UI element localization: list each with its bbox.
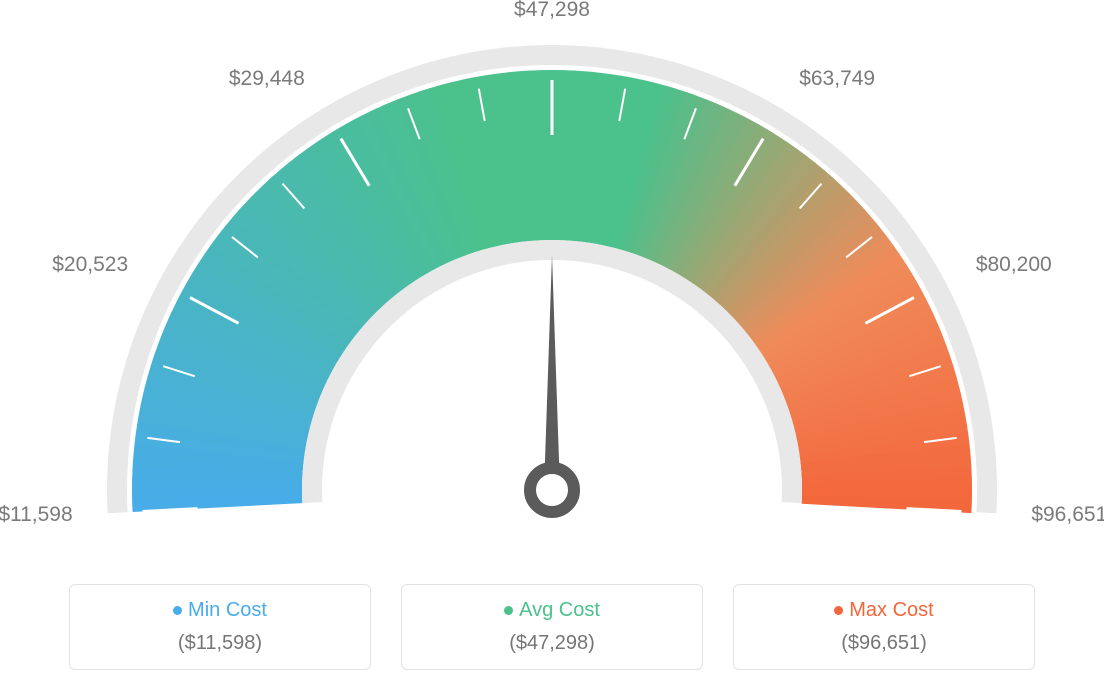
legend-title-text-avg: Avg Cost [519,599,600,621]
gauge-needle-hub [530,468,574,512]
gauge-area [0,0,1104,560]
tick-label: $29,448 [215,67,305,91]
legend-box-min: Min Cost ($11,598) [69,584,371,670]
gauge-chart-container: $11,598 $20,523 $29,448 $47,298 $63,749 $80,2… [0,0,1104,690]
legend-box-avg: Avg Cost ($47,298) [401,584,703,670]
legend-dot-min [173,606,182,615]
tick-label: $96,651 [1031,503,1104,527]
legend-title-max: Max Cost [734,599,1034,622]
legend-value-max: ($96,651) [734,632,1034,655]
legend-title-text-max: Max Cost [849,599,933,621]
gauge-svg [0,0,1104,560]
tick-label: $47,298 [507,0,597,22]
legend-title-text-min: Min Cost [188,599,267,621]
legend-row: Min Cost ($11,598) Avg Cost ($47,298) Ma… [0,584,1104,670]
gauge-needle [544,255,560,490]
legend-title-min: Min Cost [70,599,370,622]
legend-value-avg: ($47,298) [402,632,702,655]
tick-label: $11,598 [0,503,73,527]
legend-box-max: Max Cost ($96,651) [733,584,1035,670]
tick-label: $80,200 [976,253,1066,277]
tick-label: $63,749 [799,67,889,91]
legend-value-min: ($11,598) [70,632,370,655]
tick-label: $20,523 [38,253,128,277]
legend-dot-avg [504,606,513,615]
legend-title-avg: Avg Cost [402,599,702,622]
legend-dot-max [834,606,843,615]
